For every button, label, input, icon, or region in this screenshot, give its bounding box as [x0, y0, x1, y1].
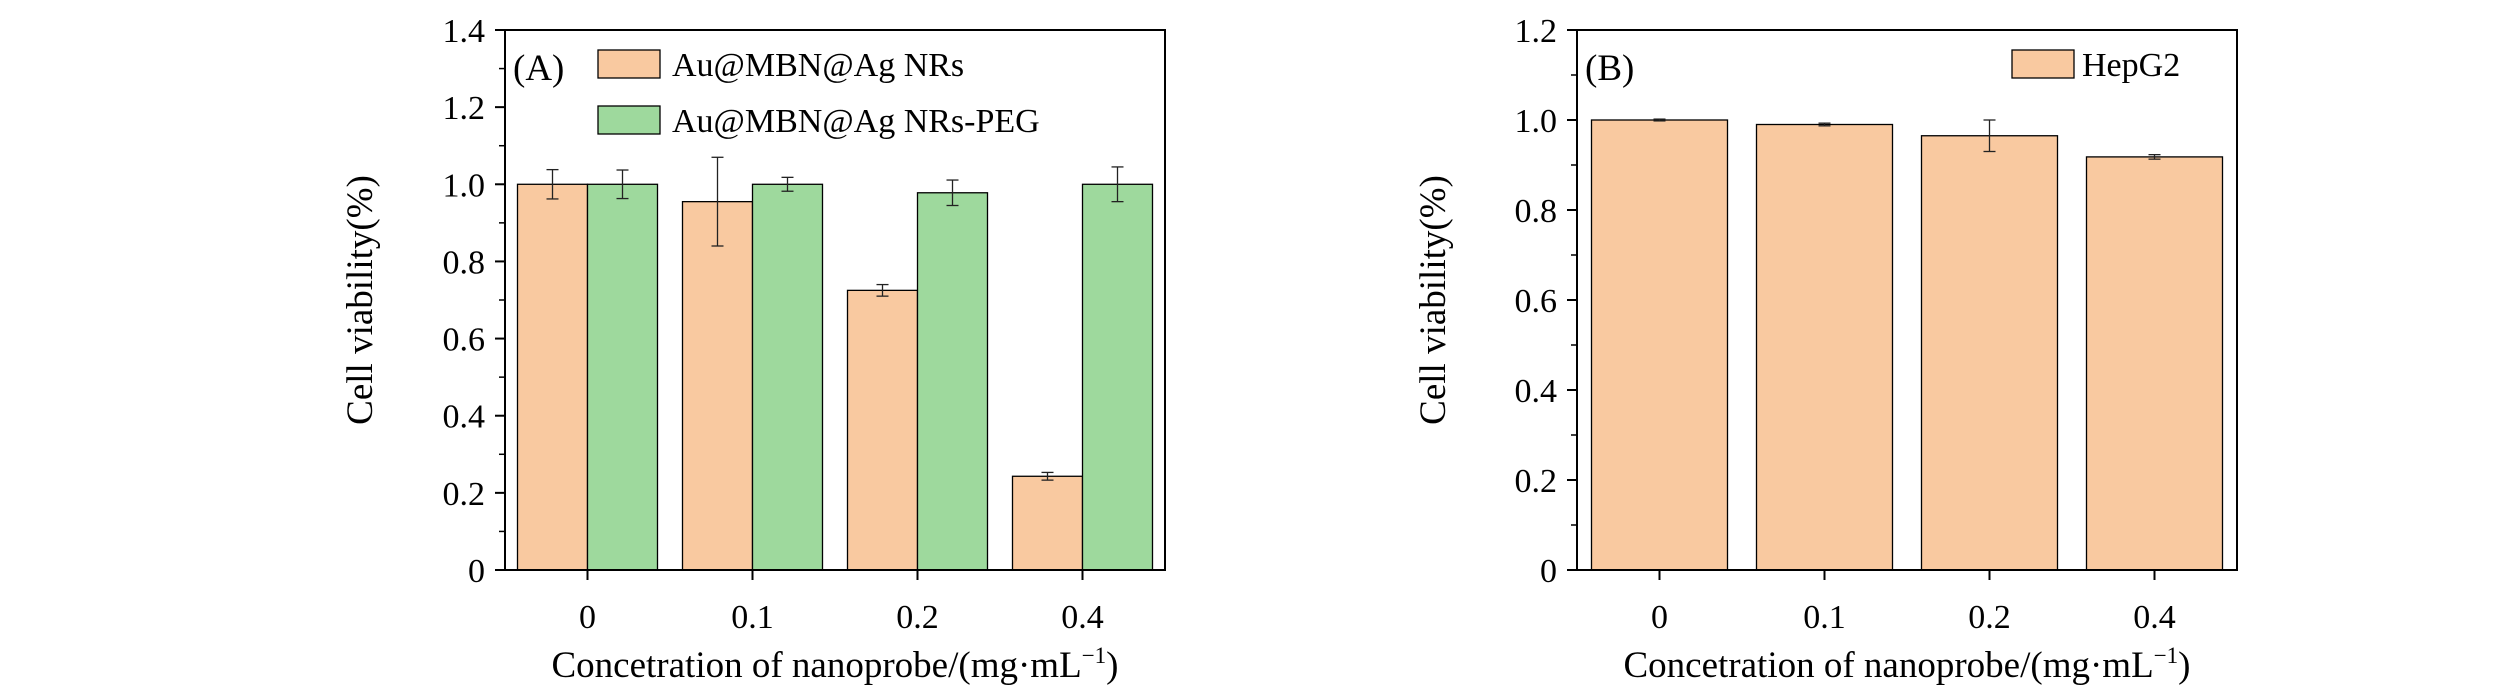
- panel-b-x-tick-label-2: 0.2: [1968, 599, 2011, 636]
- panel-a-x-tick-label-2: 0.2: [896, 599, 939, 636]
- panel-b-y-tick-label-4: 0.8: [1515, 193, 1558, 230]
- panel-a-y-tick-label-7: 1.4: [443, 13, 486, 50]
- panel-a-errbar-s1-c0: [616, 169, 629, 200]
- panel-b-x-tick-label-3: 0.4: [2133, 599, 2176, 636]
- panel-b-x-ticks: 0 0.1 0.2 0.4: [1651, 570, 2176, 636]
- panel-b-x-axis-title-main: Concetration of nanoprobe/(mg·mL: [1624, 645, 2154, 686]
- panel-a-errbar-s0-c0: [546, 168, 559, 200]
- panel-a-x-tick-label-1: 0.1: [731, 599, 774, 636]
- panel-b-error-bars: [1653, 118, 2161, 160]
- panel-a-errbar-s0-c3: [1041, 471, 1054, 481]
- panel-b-errbar-s0-c3: [2148, 153, 2161, 160]
- panel-b-x-tick-label-1: 0.1: [1803, 599, 1846, 636]
- panel-b-bars: [1590, 119, 2224, 571]
- panel-b-x-axis-title-end: ): [2178, 645, 2190, 686]
- panel-b-y-axis-title: Cell viability(%): [1413, 175, 1454, 425]
- panel-a-bar-s1-c2: [916, 192, 989, 571]
- panel-a-bars: [516, 183, 1154, 571]
- panel-b-x-axis-title: Concetration of nanoprobe/(mg·mL−1): [1624, 643, 2191, 686]
- panel-a-legend-label-0: Au@MBN@Ag NRs: [672, 47, 964, 84]
- panel-b-x-tick-label-0: 0: [1651, 599, 1668, 636]
- panel-a-legend-label-1: Au@MBN@Ag NRs-PEG: [672, 103, 1040, 140]
- panel-a-y-tick-label-1: 0.2: [443, 476, 486, 513]
- panel-a-x-tick-label-0: 0: [579, 599, 596, 636]
- panel-a-y-tick-label-4: 0.8: [443, 244, 486, 281]
- panel-a-error-bars: [546, 156, 1124, 481]
- panel-a-y-ticks: 0 0.2 0.4 0.6 0.8 1.0 1.2 1.4: [443, 13, 505, 590]
- panel-b-errbar-s0-c1: [1818, 122, 1831, 127]
- panel-a-y-tick-label-3: 0.6: [443, 322, 486, 359]
- panel-a-y-tick-label-5: 1.0: [443, 167, 486, 204]
- panel-a-bar-s1-c3: [1081, 183, 1154, 571]
- panel-a-errbar-s0-c1: [711, 156, 724, 247]
- panel-b-bar-s0-c1: [1755, 123, 1894, 571]
- panel-b-bar-s0-c2: [1920, 135, 2059, 571]
- panel-b-y-tick-label-6: 1.2: [1515, 13, 1558, 50]
- panel-b-y-ticks: 0 0.2 0.4 0.6 0.8 1.0 1.2: [1515, 13, 1577, 590]
- panel-a-y-tick-label-6: 1.2: [443, 90, 486, 127]
- panel-a: 0 0.2 0.4 0.6 0.8 1.0 1.2 1.4 0 0.1 0.2 0.4 (A) Au…: [340, 13, 1166, 686]
- panel-b-y-tick-label-2: 0.4: [1515, 373, 1558, 410]
- panel-b-y-tick-label-1: 0.2: [1515, 463, 1558, 500]
- panel-b-y-tick-label-3: 0.6: [1515, 283, 1558, 320]
- panel-a-bar-s0-c0: [516, 183, 589, 571]
- panel-a-y-axis-title: Cell viability(%): [340, 175, 381, 425]
- panel-a-label: (A): [513, 48, 564, 89]
- panel-a-bar-s0-c2: [846, 289, 919, 571]
- panel-b-y-tick-label-0: 0: [1540, 553, 1557, 590]
- panel-a-y-tick-label-2: 0.4: [443, 399, 486, 436]
- panel-a-bar-s1-c0: [586, 183, 659, 571]
- panel-a-legend-swatch-0: [597, 49, 661, 79]
- panel-a-x-tick-label-3: 0.4: [1061, 599, 1104, 636]
- panel-a-errbar-s1-c1: [781, 176, 794, 192]
- panel-a-bar-s0-c3: [1011, 475, 1084, 571]
- panel-b-legend-label-0: HepG2: [2082, 47, 2180, 84]
- panel-b-label: (B): [1585, 48, 1634, 89]
- panel-a-x-axis-title-end: ): [1106, 645, 1118, 686]
- panel-a-x-axis-title: Concetration of nanoprobe/(mg·mL−1): [552, 643, 1119, 686]
- panel-a-x-axis-title-main: Concetration of nanoprobe/(mg·mL: [552, 645, 1082, 686]
- panel-b-bar-s0-c3: [2085, 156, 2224, 571]
- panel-a-legend-swatch-1: [597, 105, 661, 135]
- panel-a-errbar-s1-c3: [1111, 166, 1124, 203]
- panel-b-x-axis-title-sup: −1: [2154, 643, 2178, 668]
- panel-b-errbar-s0-c0: [1653, 118, 1666, 122]
- panel-a-bar-s0-c1: [681, 200, 754, 571]
- panel-b-y-tick-label-5: 1.0: [1515, 103, 1558, 140]
- panel-b-bar-s0-c0: [1590, 119, 1729, 571]
- panel-a-errbar-s1-c2: [946, 179, 959, 207]
- panel-a-y-tick-label-0: 0: [468, 553, 485, 590]
- panel-a-legend: Au@MBN@Ag NRs Au@MBN@Ag NRs-PEG: [597, 47, 1040, 140]
- panel-a-bar-s1-c1: [751, 183, 824, 571]
- panel-b-errbar-s0-c2: [1983, 119, 1996, 153]
- panel-b: 0 0.2 0.4 0.6 0.8 1.0 1.2 0 0.1 0.2 0.4 (B) HepG2…: [1413, 13, 2238, 686]
- panel-a-errbar-s0-c2: [876, 283, 889, 297]
- panel-b-legend-swatch-0: [2011, 49, 2075, 79]
- panel-b-legend: HepG2: [2011, 47, 2180, 84]
- panel-a-x-axis-title-sup: −1: [1082, 643, 1106, 668]
- panel-a-x-ticks: 0 0.1 0.2 0.4: [579, 570, 1104, 636]
